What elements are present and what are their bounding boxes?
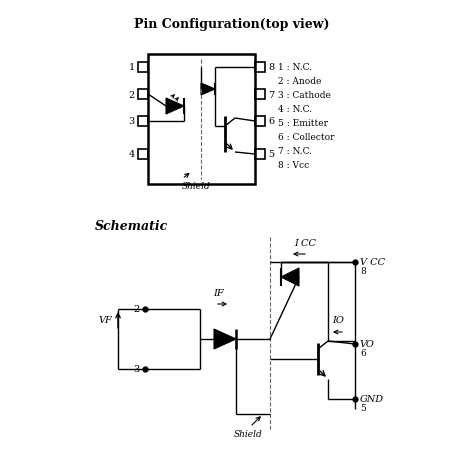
Text: 8 : Vcc: 8 : Vcc (277, 161, 308, 170)
Text: 1 : N.C.: 1 : N.C. (277, 63, 311, 72)
Bar (138, 150, 148, 160)
Text: GND: GND (359, 394, 383, 404)
Text: 1: 1 (128, 63, 135, 72)
Text: VO: VO (359, 340, 374, 349)
Bar (255, 63, 264, 73)
Text: 4: 4 (128, 150, 135, 159)
Text: VF: VF (98, 316, 112, 325)
Text: 5 : Emitter: 5 : Emitter (277, 119, 327, 128)
Text: IF: IF (212, 288, 223, 297)
Text: 7 : N.C.: 7 : N.C. (277, 147, 311, 156)
Text: 8: 8 (359, 267, 365, 276)
Text: 3 : Cathode: 3 : Cathode (277, 91, 330, 100)
Bar (138, 90, 148, 100)
Text: 5: 5 (359, 404, 365, 413)
Text: 6: 6 (359, 349, 365, 358)
Bar (138, 117, 148, 127)
Text: 2: 2 (128, 90, 135, 99)
Text: 2 : Anode: 2 : Anode (277, 77, 321, 86)
Polygon shape (281, 269, 298, 287)
Bar (148, 55, 255, 185)
Text: 8: 8 (268, 63, 274, 72)
Bar (255, 90, 264, 100)
Text: 6 : Collector: 6 : Collector (277, 133, 334, 142)
Polygon shape (200, 84, 214, 96)
Bar (138, 63, 148, 73)
Text: V CC: V CC (359, 258, 384, 267)
Text: 4 : N.C.: 4 : N.C. (277, 105, 311, 114)
Text: Schematic: Schematic (95, 219, 168, 232)
Polygon shape (213, 329, 236, 349)
Text: Shield: Shield (181, 181, 210, 191)
Text: 2: 2 (133, 305, 140, 314)
Bar (255, 150, 264, 160)
Text: Pin Configuration(top view): Pin Configuration(top view) (134, 18, 329, 31)
Text: 6: 6 (268, 117, 274, 126)
Polygon shape (166, 99, 184, 115)
Text: IO: IO (332, 315, 343, 324)
Text: 7: 7 (268, 90, 274, 99)
Text: 5: 5 (268, 150, 274, 159)
Text: 3: 3 (133, 365, 140, 374)
Text: Shield: Shield (233, 429, 262, 438)
Text: I CC: I CC (294, 238, 315, 247)
Bar (255, 117, 264, 127)
Text: 3: 3 (128, 117, 135, 126)
